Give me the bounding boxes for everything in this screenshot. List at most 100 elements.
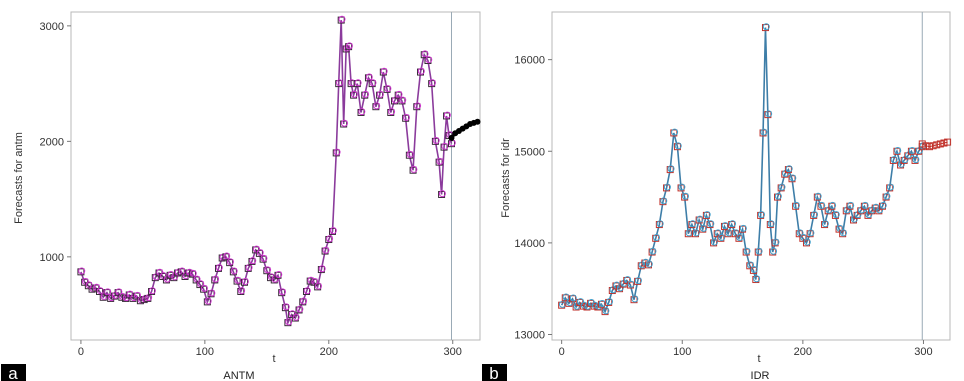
fitted-point-b-67 bbox=[789, 174, 797, 182]
actual-point-a-72 bbox=[340, 120, 348, 128]
plot-area-a bbox=[77, 12, 481, 340]
fitted-point-a-71 bbox=[338, 15, 346, 23]
actual-point-b-61 bbox=[769, 248, 777, 256]
fitted-point-a-102 bbox=[443, 111, 451, 119]
fitted-point-b-71 bbox=[803, 238, 811, 246]
actual-point-b-19 bbox=[626, 281, 634, 289]
fitted-point-a-54 bbox=[278, 288, 286, 296]
actual-point-a-19 bbox=[148, 287, 156, 295]
fitted-point-b-24 bbox=[645, 260, 653, 268]
fitted-point-a-76 bbox=[350, 90, 358, 98]
actual-point-a-82 bbox=[372, 103, 380, 111]
actual-point-a-83 bbox=[376, 91, 384, 99]
fitted-point-a-33 bbox=[200, 284, 208, 292]
actual-point-a-80 bbox=[364, 74, 372, 82]
actual-point-b-66 bbox=[784, 166, 792, 174]
actual-point-a-79 bbox=[361, 91, 369, 99]
fitted-point-b-81 bbox=[839, 229, 847, 237]
fitted-point-a-86 bbox=[388, 108, 396, 116]
actual-point-b-9 bbox=[590, 302, 598, 310]
actual-point-b-68 bbox=[792, 202, 800, 210]
actual-point-b-39 bbox=[699, 225, 707, 233]
actual-point-b-23 bbox=[641, 259, 649, 267]
fitted-point-a-88 bbox=[395, 90, 403, 98]
actual-point-a-94 bbox=[417, 68, 425, 76]
actual-point-a-66 bbox=[321, 247, 329, 255]
actual-point-b-31 bbox=[670, 129, 678, 137]
actual-point-a-65 bbox=[317, 266, 325, 274]
fitted-point-b-83 bbox=[847, 201, 855, 209]
actual-point-b-83 bbox=[846, 202, 854, 210]
fitted-point-b-47 bbox=[729, 220, 737, 228]
actual-point-a-45 bbox=[244, 264, 252, 272]
actual-point-b-77 bbox=[824, 207, 832, 215]
actual-point-b-55 bbox=[754, 248, 762, 256]
x-tick-label-b-1: 100 bbox=[673, 346, 691, 358]
actual-point-b-100 bbox=[907, 147, 915, 155]
panel-label-b: b bbox=[482, 364, 507, 381]
actual-point-a-3 bbox=[88, 285, 96, 293]
actual-point-a-68 bbox=[329, 227, 337, 235]
fitted-point-a-78 bbox=[358, 108, 366, 116]
actual-point-a-41 bbox=[229, 268, 237, 276]
actual-point-a-90 bbox=[402, 114, 410, 122]
fitted-point-a-59 bbox=[296, 305, 304, 313]
fitted-point-a-40 bbox=[226, 258, 234, 266]
fitted-point-b-29 bbox=[663, 183, 671, 191]
fitted-point-b-66 bbox=[785, 165, 793, 173]
actual-point-b-47 bbox=[728, 221, 736, 229]
forecast-point-b-4 bbox=[933, 141, 941, 149]
fitted-point-b-13 bbox=[605, 298, 613, 306]
fitted-point-b-72 bbox=[807, 229, 815, 237]
actual-point-b-67 bbox=[788, 175, 796, 183]
actual-point-a-10 bbox=[114, 289, 122, 297]
actual-point-b-97 bbox=[897, 161, 905, 169]
actual-point-b-36 bbox=[688, 221, 696, 229]
forecast-point-a-0 bbox=[448, 134, 455, 141]
fitted-point-b-37 bbox=[692, 229, 700, 237]
actual-point-b-57 bbox=[759, 129, 767, 137]
y-tick-label-b-2: 15000 bbox=[514, 146, 545, 158]
actual-point-a-53 bbox=[274, 271, 282, 279]
actual-point-a-63 bbox=[310, 278, 318, 286]
fitted-point-a-81 bbox=[369, 79, 377, 87]
fitted-point-a-42 bbox=[234, 276, 242, 284]
fitted-point-a-68 bbox=[329, 227, 337, 235]
fitted-point-b-12 bbox=[602, 307, 610, 315]
fitted-point-b-25 bbox=[649, 247, 657, 255]
fitted-point-b-31 bbox=[671, 128, 679, 136]
panel-label-b-text: b bbox=[489, 364, 498, 381]
actual-point-b-58 bbox=[761, 24, 769, 32]
actual-point-a-93 bbox=[413, 103, 421, 111]
forecast-point-b-7 bbox=[944, 138, 952, 146]
actual-point-b-2 bbox=[565, 299, 573, 307]
actual-point-b-32 bbox=[673, 143, 681, 151]
y-tick-label-a-0: 1000 bbox=[40, 252, 64, 264]
actual-point-a-52 bbox=[270, 276, 278, 284]
actual-point-b-17 bbox=[619, 280, 627, 288]
actual-point-b-26 bbox=[652, 234, 660, 242]
actual-point-a-48 bbox=[255, 249, 263, 257]
fitted-point-a-64 bbox=[314, 282, 322, 290]
fitted-point-b-73 bbox=[811, 211, 819, 219]
fitted-point-b-101 bbox=[912, 156, 920, 164]
fitted-point-b-96 bbox=[894, 146, 902, 154]
fitted-point-a-56 bbox=[285, 318, 293, 326]
forecast-point-b-3 bbox=[929, 142, 937, 150]
actual-point-b-78 bbox=[828, 202, 836, 210]
actual-point-b-16 bbox=[616, 285, 624, 293]
fitted-point-b-36 bbox=[689, 220, 697, 228]
actual-point-b-75 bbox=[817, 202, 825, 210]
ylabel-b: Forecasts for idr bbox=[500, 138, 512, 218]
actual-point-a-18 bbox=[144, 294, 152, 302]
fitted-point-b-30 bbox=[667, 165, 675, 173]
fitted-point-a-91 bbox=[406, 150, 414, 158]
fitted-point-b-28 bbox=[660, 197, 668, 205]
fitted-point-b-21 bbox=[634, 277, 642, 285]
actual-point-a-51 bbox=[267, 274, 275, 282]
actual-point-a-49 bbox=[259, 255, 267, 263]
forecast-point-b-6 bbox=[940, 139, 948, 147]
actual-point-b-84 bbox=[850, 216, 858, 224]
fitted-point-a-79 bbox=[362, 90, 370, 98]
actual-point-b-95 bbox=[889, 156, 897, 164]
